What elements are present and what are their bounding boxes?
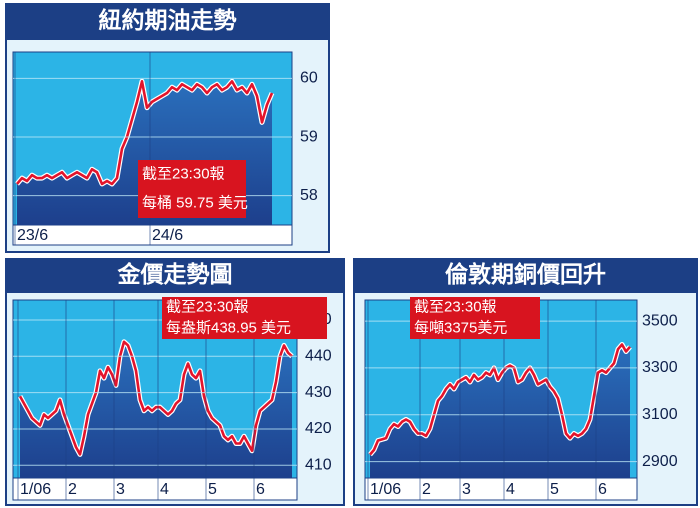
x-tick-label: 24/6 <box>152 227 183 244</box>
x-tick-label: 3 <box>116 481 125 498</box>
annotation-text: 每噸3375美元 <box>414 319 507 336</box>
x-tick-label: 6 <box>256 481 265 498</box>
y-tick-label: 60 <box>300 70 318 87</box>
annotation-box <box>162 297 327 339</box>
chart-title: 金價走勢圖 <box>117 261 233 287</box>
y-tick-label: 2900 <box>642 453 678 470</box>
annotation-box <box>138 160 246 218</box>
y-tick-label: 3500 <box>642 312 678 329</box>
x-tick-label: 2 <box>422 481 431 498</box>
annotation-text: 截至23:30報 <box>142 165 225 182</box>
y-tick-label: 420 <box>305 420 332 437</box>
title-bar <box>6 4 329 40</box>
annotation-text: 截至23:30報 <box>166 298 249 315</box>
title-bar <box>354 259 697 293</box>
annotation-text: 每盎斯438.95 美元 <box>166 319 291 336</box>
x-tick-label: 5 <box>550 481 559 498</box>
annotation-box <box>410 297 540 339</box>
x-tick-label: 4 <box>160 481 169 498</box>
y-tick-label: 410 <box>305 457 332 474</box>
line <box>18 340 293 456</box>
y-tick-label: 59 <box>300 128 318 145</box>
chart-title: 倫敦期銅價回升 <box>445 261 606 287</box>
x-tick-label: 3 <box>462 481 471 498</box>
area <box>370 344 630 478</box>
annotation-text: 每桶 59.75 美元 <box>142 194 248 211</box>
x-tick-label: 1/06 <box>370 481 401 498</box>
x-tick-label: 6 <box>598 481 607 498</box>
y-tick-label: 3100 <box>642 406 678 423</box>
x-tick-label: 23/6 <box>17 227 48 244</box>
x-tick-label: 5 <box>208 481 217 498</box>
y-tick-label: 430 <box>305 384 332 401</box>
y-tick-label: 3300 <box>642 359 678 376</box>
x-tick-label: 2 <box>68 481 77 498</box>
x-tick-label: 4 <box>506 481 515 498</box>
y-tick-label: 440 <box>305 348 332 365</box>
line <box>369 343 631 456</box>
x-tick-label: 1/06 <box>20 481 51 498</box>
title-bar <box>6 259 344 293</box>
chart-title: 紐約期油走勢 <box>99 7 237 33</box>
annotation-text: 截至23:30報 <box>414 298 497 315</box>
line <box>16 80 274 186</box>
y-tick-label: 58 <box>300 187 318 204</box>
